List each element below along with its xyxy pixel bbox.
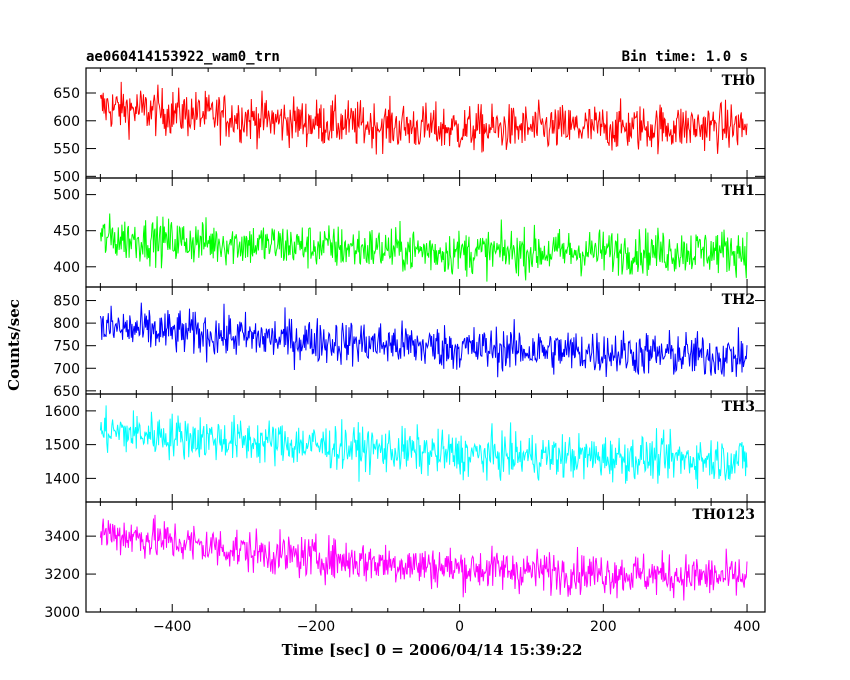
panel-label: TH3 — [722, 399, 755, 415]
x-axis-label: Time [sec] 0 = 2006/04/14 15:39:22 — [282, 641, 583, 659]
x-tick-label: 0 — [455, 619, 464, 635]
series-line-th2 — [99, 302, 748, 378]
panels-group: 500 550 600 650 TH0 400 450 500 TH1 650 700 750 800 8… — [44, 67, 766, 635]
y-tick-label: 1400 — [44, 471, 80, 487]
panel-label: TH0123 — [692, 507, 755, 523]
y-tick-label: 400 — [53, 260, 80, 276]
y-tick-label: 450 — [53, 224, 80, 240]
y-tick-label: 550 — [53, 142, 80, 158]
y-tick-label: 800 — [53, 316, 80, 332]
bin-time-label: Bin time: 1.0 s — [622, 49, 748, 65]
y-tick-label: 700 — [53, 361, 80, 377]
y-tick-label: 650 — [53, 384, 80, 400]
panel-label: TH1 — [722, 183, 755, 199]
series-line-th0123 — [99, 514, 748, 601]
y-tick-label: 750 — [53, 339, 80, 355]
y-tick-label: 1600 — [44, 404, 80, 420]
x-tick-label: 200 — [590, 619, 617, 635]
panel-frame — [85, 501, 766, 613]
series-line-th3 — [99, 405, 748, 489]
x-tick-label: 400 — [734, 619, 761, 635]
series-line-th0 — [99, 81, 748, 155]
x-tick-label: −400 — [153, 619, 191, 635]
y-tick-label: 600 — [53, 114, 80, 130]
x-tick-label: −200 — [297, 619, 335, 635]
y-tick-label: 3400 — [44, 529, 80, 545]
y-tick-label: 500 — [53, 169, 80, 185]
y-tick-label: 650 — [53, 86, 80, 102]
y-tick-label: 3200 — [44, 567, 80, 583]
chart-title: ae060414153922_wam0_trn — [86, 49, 280, 65]
y-tick-label: 3000 — [44, 605, 80, 621]
y-tick-label: 500 — [53, 188, 80, 204]
y-axis-label: Counts/sec — [5, 299, 23, 391]
panel-label: TH2 — [722, 292, 755, 308]
panel-frame — [85, 286, 766, 395]
panel-label: TH0 — [722, 73, 756, 89]
y-tick-label: 1500 — [44, 438, 80, 454]
panel-frame — [85, 177, 766, 288]
series-line-th1 — [99, 213, 748, 282]
y-tick-label: 850 — [53, 294, 80, 310]
